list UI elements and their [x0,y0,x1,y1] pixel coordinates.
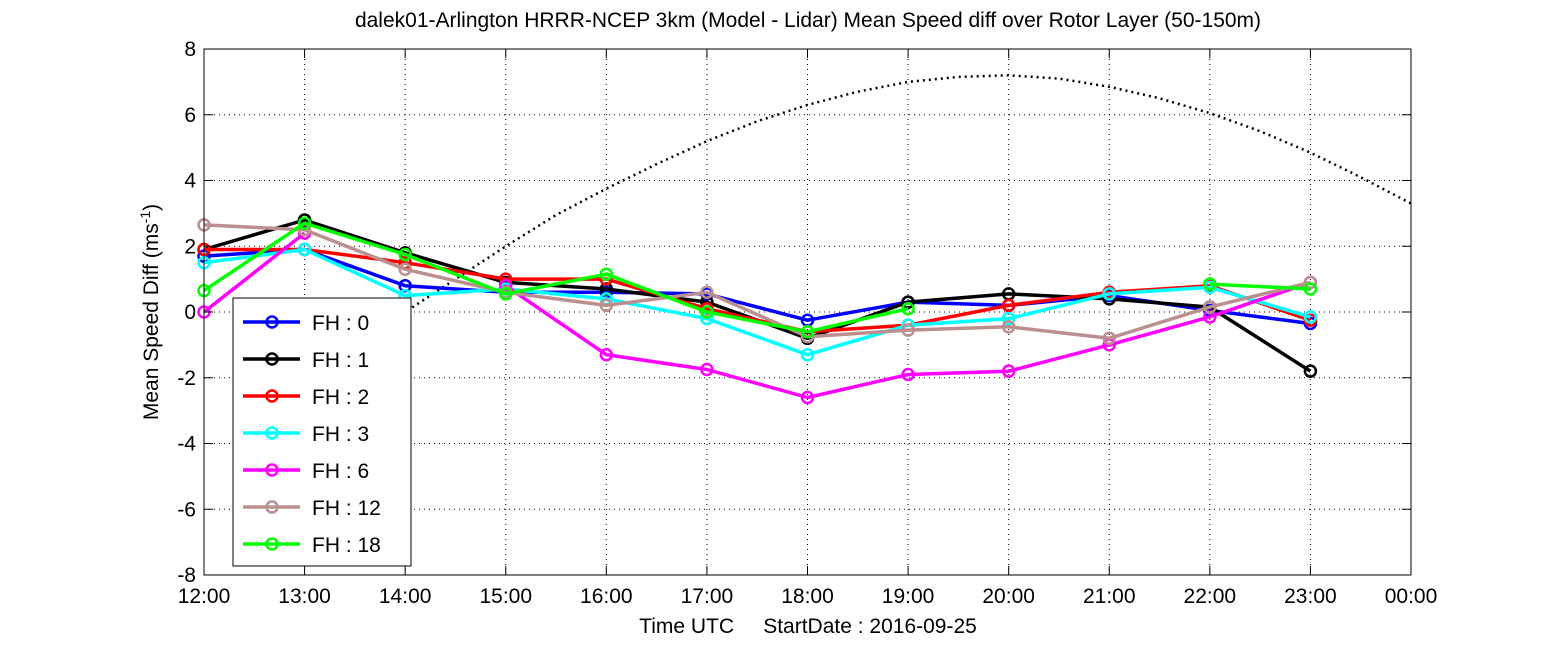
series-line [202,231,306,314]
data-point [901,323,915,337]
data-point [1001,364,1016,378]
legend-swatch-marker [265,315,279,329]
data-point [1303,364,1318,378]
y-tick-label: -2 [177,367,196,390]
data-point [1102,331,1116,346]
legend-label: FH : 6 [312,460,369,483]
data-point [599,267,614,281]
series-line [203,223,1311,341]
data-point [1001,311,1016,326]
series-line [1209,282,1311,291]
y-tick-label: -4 [177,433,196,456]
legend-swatch-marker [265,463,279,477]
x-axis: 12:00 13:00 14:00 15:00 16:00 17:00 18:00 19:00… [178,49,1438,608]
data-point [499,287,513,301]
data-point [1303,282,1318,296]
data-point [800,390,815,405]
y-axis-label-close: ) [140,204,163,211]
series-group [197,213,1318,405]
x-tick-label: 12:00 [178,585,231,608]
reference-curve [294,74,1412,353]
data-point [901,367,915,382]
data-point [398,262,412,277]
data-point [297,216,312,230]
y-tick-label: 8 [184,38,196,61]
y-axis-label-superscript: -1 [137,211,153,224]
x-tick-label: 15:00 [479,585,532,608]
x-tick-label: 16:00 [580,585,633,608]
legend-swatch-marker [265,500,279,514]
y-tick-label: -8 [177,564,196,587]
legend-label: FH : 2 [312,386,369,409]
series-line [203,247,1311,357]
data-point [1203,277,1217,291]
data-point [398,247,412,262]
data-point [297,242,312,257]
x-tick-label: 18:00 [781,585,834,608]
data-point [1001,320,1016,334]
legend-swatch-marker [265,537,279,551]
data-point [1001,298,1016,313]
legend-label: FH : 0 [312,312,369,335]
data-point [800,347,815,362]
data-point [700,285,714,300]
legend: FH : 0 FH : 1 FH : 2 FH : 3 FH : 6 FH : 12 FH … [232,297,412,567]
data-point [700,305,714,319]
y-tick-label: 2 [184,235,196,258]
series-line [203,247,1311,326]
legend-swatch-marker [265,389,279,403]
data-point [599,298,614,313]
reference-curve-group [294,74,1412,353]
series-fh-12 [197,218,1318,346]
x-tick-label: 20:00 [982,585,1035,608]
y-tick-label: 4 [184,170,196,193]
y-axis-label-main: Mean Speed Diff (ms [140,223,163,420]
x-tick-label: 21:00 [1083,585,1136,608]
x-tick-label: 00:00 [1385,585,1438,608]
legend-swatch-marker [265,426,279,440]
y-tick-label: -6 [177,498,196,521]
y-tick-label: 0 [184,301,196,324]
data-point [901,295,915,309]
data-point [700,362,714,377]
series-fh-18 [197,216,1318,339]
series-line [203,221,909,334]
x-tick-label: 23:00 [1284,585,1337,608]
x-tick-label: 13:00 [278,585,331,608]
data-point [1303,310,1318,324]
data-point [901,301,915,316]
data-point [800,324,815,339]
legend-label: FH : 18 [312,534,381,557]
series-line [504,280,1311,400]
x-tick-label: 17:00 [681,585,734,608]
y-axis: 8 6 4 2 0 -2 -4 -6 -8 [177,38,1411,587]
data-point [599,347,614,362]
legend-label: FH : 3 [312,423,369,446]
x-tick-label: 22:00 [1184,585,1237,608]
legend-label: FH : 12 [312,497,381,520]
x-tick-label: 19:00 [882,585,935,608]
y-tick-label: 6 [184,104,196,127]
data-point [1203,300,1217,314]
legend-label: FH : 1 [312,349,369,372]
chart-title: dalek01-Arlington HRRR-NCEP 3km (Model -… [355,9,1261,32]
x-tick-label: 14:00 [379,585,432,608]
y-axis-label: Mean Speed Diff (ms-1) [137,204,163,420]
x-axis-label: Time UTC StartDate : 2016-09-25 [639,615,977,638]
legend-swatch-marker [265,352,279,366]
data-point [1102,287,1116,301]
